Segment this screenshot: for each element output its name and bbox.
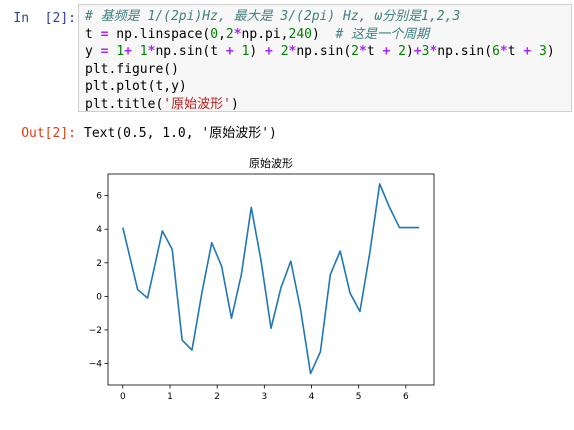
code-token: y (85, 44, 101, 59)
code-token: * (233, 26, 242, 42)
code-token: 1 (139, 44, 148, 59)
code-token: = (100, 26, 109, 42)
code-token: np.pi, (241, 26, 289, 42)
code-token (273, 44, 281, 59)
input-prompt: In [2]: (13, 11, 76, 26)
code-token: t (366, 44, 383, 59)
code-token: + (523, 44, 532, 59)
code-line: plt.plot(t,y) (85, 78, 565, 96)
series-line (122, 183, 420, 375)
code-token: 240 (288, 26, 312, 42)
code-token: 2 (398, 44, 406, 59)
code-token: * (499, 44, 508, 59)
code-token: 2 (351, 44, 359, 59)
code-token (390, 44, 398, 59)
code-token: plt.figure() (85, 61, 179, 77)
code-token: # 基频是 1/(2pi)Hz, 最大是 3/(2pi) Hz, ω分别是1,2… (85, 9, 461, 24)
code-token: 2 (225, 26, 234, 42)
x-tick-label: 5 (356, 392, 362, 402)
code-token: * (147, 44, 156, 59)
code-token: + (265, 44, 273, 59)
code-token: * (288, 44, 297, 59)
code-token: , (218, 26, 226, 42)
code-token: t (85, 26, 101, 42)
code-token: t (507, 44, 524, 59)
y-tick-label: −4 (89, 360, 103, 370)
code-token: 3 (539, 44, 547, 59)
y-tick-label: 4 (96, 225, 102, 235)
code-token: 1 (241, 44, 250, 59)
chart-title: 原始波形 (249, 156, 293, 170)
code-token: * (358, 44, 367, 59)
code-token: 2 (280, 44, 289, 59)
code-token: + (225, 44, 234, 59)
x-tick-label: 4 (309, 392, 315, 402)
code-line: # 基频是 1/(2pi)Hz, 最大是 3/(2pi) Hz, ω分别是1,2… (85, 8, 565, 26)
code-token: + (382, 44, 391, 59)
code-cell-editor[interactable]: # 基频是 1/(2pi)Hz, 最大是 3/(2pi) Hz, ω分别是1,2… (78, 4, 572, 112)
code-token: = (100, 44, 109, 59)
code-line: y = 1+ 1*np.sin(t + 1) + 2*np.sin(2*t + … (85, 43, 565, 61)
code-token: plt.plot(t,y) (85, 79, 187, 94)
code-token: # 这是一个周期 (335, 26, 430, 42)
code-token (132, 44, 140, 59)
code-token: np.sin( (437, 44, 493, 59)
axes-frame (107, 173, 435, 386)
y-tick-label: −2 (89, 326, 102, 336)
code-token: ) (249, 44, 266, 59)
output-text: Text(0.5, 1.0, '原始波形') (84, 126, 277, 141)
x-tick-label: 3 (261, 392, 267, 402)
code-token: + (124, 44, 132, 59)
code-token: np.sin(t (155, 44, 226, 59)
code-token: ) (546, 44, 555, 59)
code-token: ) (405, 44, 414, 59)
code-token: 6 (492, 44, 500, 59)
code-line: plt.figure() (85, 61, 565, 79)
x-tick-label: 2 (214, 392, 220, 402)
code-token: ) (230, 96, 239, 112)
y-tick-label: 0 (96, 292, 102, 302)
code-token: 1 (116, 44, 125, 59)
code-token: ) (312, 26, 336, 42)
code-token: 3 (421, 44, 430, 59)
code-token: + (413, 44, 422, 59)
y-tick-label: 2 (96, 259, 102, 269)
code-token: * (429, 44, 438, 59)
code-token (531, 44, 539, 59)
code-token: np.linspace( (108, 26, 211, 42)
code-line: plt.title('原始波形') (85, 96, 565, 112)
code-token (234, 44, 242, 59)
code-token: np.sin( (296, 44, 352, 59)
code-token: '原始波形' (163, 96, 231, 112)
x-tick-label: 1 (167, 392, 173, 402)
output-prompt: Out[2]: (21, 126, 76, 141)
plot-figure: 原始波形 0 1 2 3 4 5 6 −4 −2 0 2 4 6 (89, 156, 435, 402)
x-tick-label: 0 (120, 392, 126, 402)
x-tick-label: 6 (403, 392, 409, 402)
code-line: t = np.linspace(0,2*np.pi,240) # 这是一个周期 (85, 26, 565, 44)
y-tick-label: 6 (96, 192, 102, 202)
code-token: 0 (210, 26, 219, 42)
code-token: plt.title( (85, 96, 164, 112)
